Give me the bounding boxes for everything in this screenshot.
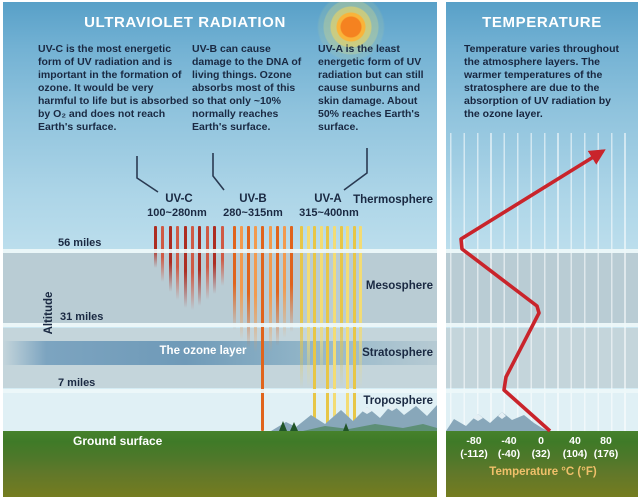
- boundary-line-7-miles: [3, 389, 437, 393]
- mountains-right: [446, 412, 548, 431]
- troposphere-label: Troposphere: [363, 395, 433, 407]
- celsius-tick: -80: [466, 435, 482, 447]
- uvb-ray: [261, 226, 265, 431]
- uva-ray: [339, 226, 343, 388]
- uvb-ray: [247, 226, 251, 348]
- uvc-ray: [161, 226, 165, 282]
- fahrenheit-tick: (-40): [497, 448, 521, 460]
- uva-label: UV-A: [314, 193, 342, 205]
- uvb-wavelength: 280~315nm: [223, 207, 283, 219]
- uva-ray: [333, 226, 336, 431]
- uvc-ray: [168, 226, 172, 292]
- fahrenheit-tick: (104): [562, 448, 588, 460]
- boundary-line-31-miles: [3, 323, 437, 327]
- stratosphere-label: Stratosphere: [362, 347, 433, 359]
- temperature-panel: TEMPERATURE Temperature varies throughou…: [446, 2, 638, 497]
- temperature-curve: [459, 149, 606, 433]
- uvb-ray: [233, 226, 236, 330]
- altitude-31-miles: 31 miles: [60, 311, 104, 323]
- boundary-line-31-miles: [446, 323, 638, 327]
- uvc-ray: [213, 226, 217, 294]
- boundary-line-7-miles: [446, 389, 638, 393]
- mesosphere-label: Mesosphere: [365, 280, 433, 292]
- uvc-ray: [220, 226, 224, 286]
- uva-ray: [352, 226, 356, 431]
- uvc-ray: [176, 226, 180, 300]
- uvc-ray: [205, 226, 209, 300]
- uvb-ray: [282, 226, 286, 338]
- fahrenheit-tick: (176): [593, 448, 619, 460]
- mesosphere-band: [3, 253, 437, 323]
- boundary-line-56-miles: [446, 249, 638, 253]
- uv-rays-group: [3, 2, 437, 497]
- uvb-description: UV-B can cause damage to the DNA of livi…: [192, 43, 302, 133]
- fahrenheit-tick: (-112): [460, 448, 488, 460]
- thermosphere-label: Thermosphere: [353, 194, 433, 206]
- uvb-label: UV-B: [239, 193, 267, 205]
- uva-ray: [346, 226, 350, 431]
- uva-description: UV-A is the least energetic form of UV r…: [318, 43, 424, 133]
- celsius-tick: -40: [501, 435, 517, 447]
- uva-ray: [306, 226, 310, 388]
- uvc-ray: [191, 226, 194, 310]
- uvc-ray: [183, 226, 187, 308]
- fahrenheit-tick: (32): [531, 448, 551, 460]
- uvb-ray: [240, 226, 244, 340]
- temperature-panel-title: TEMPERATURE: [482, 14, 602, 31]
- uva-wavelength: 315~400nm: [299, 207, 359, 219]
- temperature-description: Temperature varies throughout the atmosp…: [464, 43, 619, 120]
- uv-panel: ULTRAVIOLET RADIATION UV-C is the most e…: [3, 2, 437, 497]
- uvc-ray: [154, 226, 157, 268]
- uva-ray: [300, 226, 303, 388]
- sun-icon: [315, 2, 387, 63]
- uva-ray: [359, 226, 363, 388]
- altitude-56-miles: 56 miles: [58, 237, 102, 249]
- ozone-layer-label: The ozone layer: [159, 345, 247, 357]
- uvc-ray: [198, 226, 202, 306]
- uvc-label: UV-C: [165, 193, 193, 205]
- connector-lines: [136, 148, 368, 193]
- ground-surface: [446, 431, 638, 497]
- altitude-7-miles: 7 miles: [58, 377, 96, 389]
- ground-surface: [3, 431, 437, 497]
- ozone-layer-band: [3, 341, 437, 365]
- uvb-ray: [275, 226, 279, 346]
- uva-ray: [313, 226, 317, 431]
- celsius-tick: 0: [538, 435, 544, 447]
- uv-panel-title: ULTRAVIOLET RADIATION: [84, 14, 286, 31]
- uvb-ray: [254, 226, 258, 352]
- ground-surface-label: Ground surface: [73, 434, 163, 448]
- uvb-ray: [289, 226, 293, 332]
- celsius-tick: 40: [569, 435, 581, 447]
- uvc-wavelength: 100~280nm: [147, 207, 207, 219]
- temperature-gridlines: [450, 133, 636, 431]
- uvb-ray: [268, 226, 272, 352]
- boundary-line-56-miles: [3, 249, 437, 253]
- celsius-tick: 80: [600, 435, 612, 447]
- uva-ray: [326, 226, 330, 431]
- mountains-left: [271, 404, 437, 431]
- altitude-axis-label: Altitude: [43, 291, 55, 335]
- temperature-axis-label: Temperature °C (°F): [489, 466, 597, 478]
- uva-ray: [319, 226, 323, 388]
- uvc-description: UV-C is the most energetic form of UV ra…: [38, 43, 189, 133]
